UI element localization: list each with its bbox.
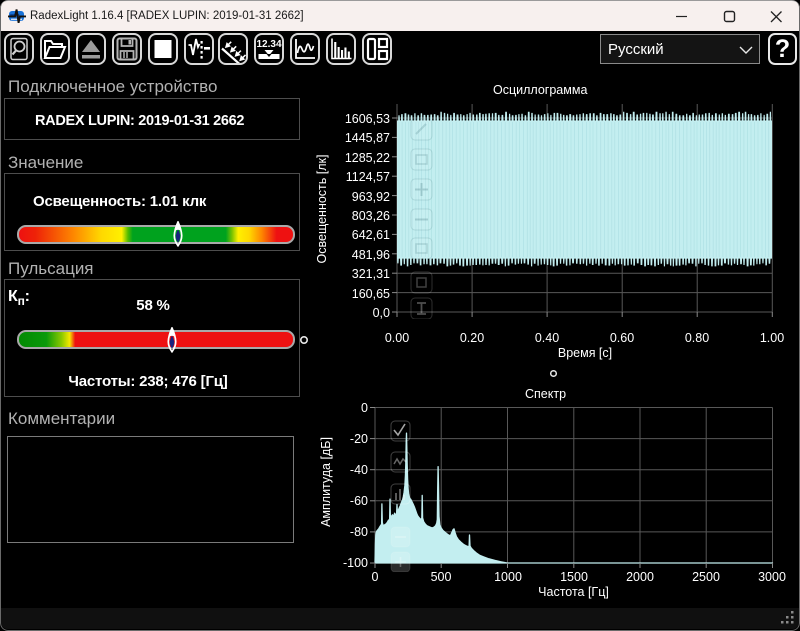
svg-text:12.34: 12.34 (256, 39, 281, 50)
